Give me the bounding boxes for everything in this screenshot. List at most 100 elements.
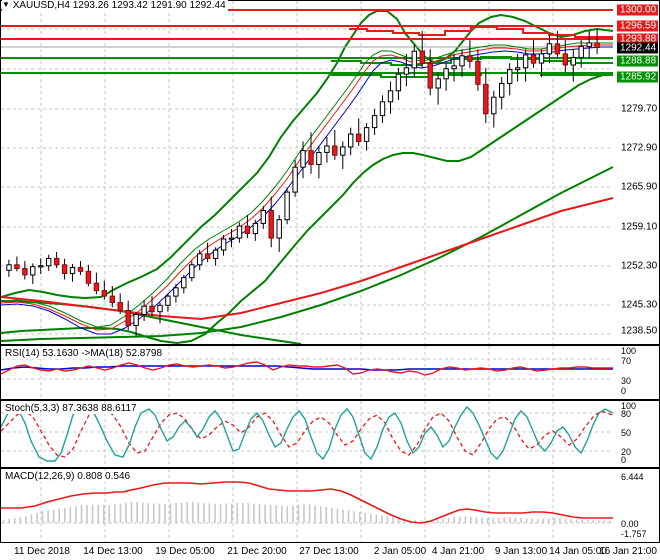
macd-bar [603, 520, 606, 523]
price-tick: 1238.50 [621, 325, 658, 337]
price-axis[interactable]: 1279.70 1272.90 1265.90 1259.10 1252.30 … [613, 1, 659, 344]
candle-body [149, 305, 155, 313]
macd-bar [598, 520, 600, 523]
candle-body [538, 53, 545, 64]
candle-body [77, 267, 84, 272]
candle-body [284, 191, 290, 221]
macd-axis[interactable]: 6.444 0.00 -1.757 [613, 469, 659, 542]
candle-body [117, 302, 123, 311]
macd-bar [403, 518, 405, 523]
price-tick: 1245.30 [621, 299, 658, 311]
candle-body [371, 115, 378, 129]
macd-bar [41, 511, 44, 523]
candle-body [419, 50, 426, 64]
macd-bar [214, 503, 216, 523]
candle-body [324, 145, 330, 153]
price-tag-resistance[interactable]: 1296.59 [617, 20, 659, 32]
candle-body [395, 73, 402, 92]
time-axis[interactable]: 11 Dec 2018 14 Dec 13:00 19 Dec 05:00 21… [0, 543, 660, 560]
candle-body [356, 133, 362, 143]
candle-body [387, 90, 394, 103]
candle-body [276, 219, 282, 239]
candlestick-series [6, 28, 600, 338]
macd-bar [414, 520, 417, 523]
candle-body [236, 225, 243, 239]
macd-scale-label: -1.757 [621, 529, 647, 539]
price-tag-support[interactable]: 1285.92 [617, 71, 659, 83]
macd-bar [475, 517, 478, 523]
price-tick: 1259.10 [621, 221, 658, 233]
macd-bar [208, 503, 211, 523]
candle-body [54, 257, 60, 266]
candle-body [14, 264, 20, 269]
macd-bar [386, 516, 389, 523]
macd-bar [420, 520, 422, 523]
macd-bar [52, 509, 55, 523]
macd-bar [314, 505, 316, 523]
stoch-axis[interactable]: 100 80 50 20 0 [613, 401, 659, 467]
macd-bar [158, 503, 161, 523]
price-tag-current[interactable]: 1292.44 [617, 42, 659, 54]
macd-bar [175, 502, 177, 523]
candle-body [459, 55, 465, 67]
macd-bar [358, 512, 361, 523]
candle-body [260, 210, 267, 224]
price-tick: 1272.90 [621, 142, 658, 154]
macd-bar [308, 504, 311, 523]
macd-bar [370, 513, 372, 523]
candle-body [562, 53, 568, 66]
price-tag-support[interactable]: 1288.88 [617, 55, 659, 67]
candle-body [308, 150, 314, 165]
price-chart-panel[interactable]: 1279.70 1272.90 1265.90 1259.10 1252.30 … [0, 0, 660, 345]
candle-body [189, 264, 195, 279]
time-tick: 4 Jan 21:00 [431, 546, 485, 557]
candle-body [316, 152, 322, 165]
macd-bar [514, 517, 517, 523]
rsi-grid [1, 346, 613, 399]
price-tag-resistance[interactable]: 1300.00 [617, 4, 659, 16]
macd-bar [269, 504, 272, 523]
symbol-quote-line: ▼ XAUUSD,H4 1293.26 1293.42 1291.90 1292… [2, 0, 228, 12]
macd-bar [191, 502, 194, 523]
stochastic-panel[interactable]: Stoch(5,3,3) 87.3638 88.6117 100 80 50 2… [0, 400, 660, 468]
macd-bar [186, 502, 188, 523]
candle-body [427, 62, 433, 89]
macd-bar [197, 502, 200, 523]
macd-bar [436, 519, 439, 523]
candle-body [379, 101, 386, 117]
stoch-scale-label: 50 [621, 428, 632, 438]
triangle-down-icon[interactable]: ▼ [2, 0, 10, 9]
macd-bar [230, 503, 233, 523]
macd-bar [431, 520, 433, 523]
macd-bar [253, 503, 255, 523]
ma-blue [1, 46, 613, 335]
macd-bar [164, 503, 166, 523]
candle-body [332, 145, 338, 156]
candle-body [157, 304, 163, 313]
price-plot-area[interactable] [1, 1, 659, 344]
macd-bar [536, 519, 539, 523]
candle-body [483, 83, 489, 115]
candle-body [181, 277, 187, 289]
macd-bar [297, 504, 300, 523]
rsi-axis[interactable]: 100 70 30 0 [613, 346, 659, 399]
macd-bar [492, 518, 494, 523]
candle-body [6, 264, 12, 271]
macd-bar [331, 507, 333, 523]
macd-bar [13, 518, 16, 523]
rsi-panel[interactable]: RSI(14) 53.1630 ->MA(18) 52.8798 100 70 … [0, 345, 660, 400]
stoch-scale-label: 0 [621, 455, 627, 465]
macd-bar [453, 517, 455, 523]
price-tag-resistance[interactable]: 1293.88 [617, 33, 659, 45]
macd-panel[interactable]: MACD(12,26,9) 0.808 0.546 6.444 0.00 -1.… [0, 468, 660, 543]
macd-bar [286, 506, 289, 523]
candle-body [586, 42, 592, 48]
candle-body [363, 127, 370, 142]
macd-scale-label: 0.00 [621, 519, 639, 529]
rsi-scale-label: 100 [621, 346, 637, 356]
macd-bar [86, 504, 88, 523]
time-tick: 14 Dec 13:00 [83, 546, 143, 557]
time-tick: 9 Jan 13:00 [494, 546, 548, 557]
macd-bar [381, 515, 383, 523]
